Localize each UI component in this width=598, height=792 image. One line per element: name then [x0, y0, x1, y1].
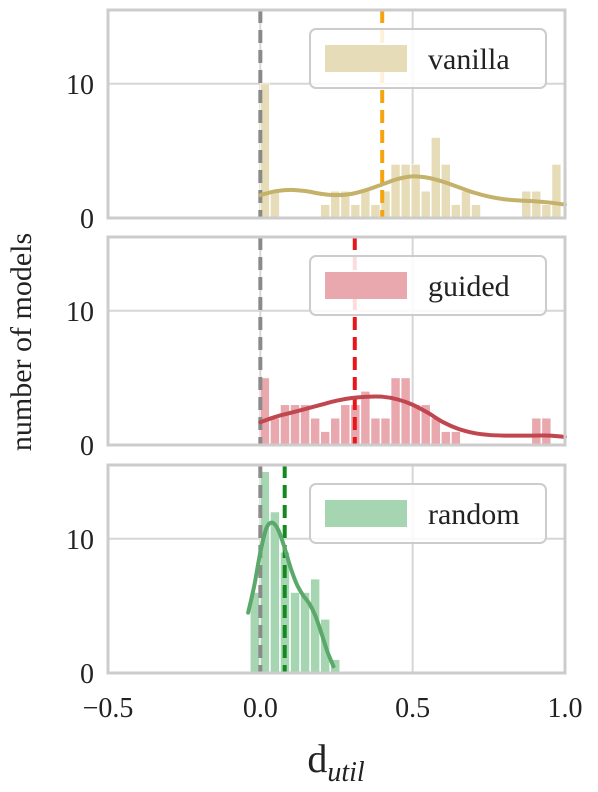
random-panel: 0 10 random −0.5 0.0 0.5 1.0 dutil	[66, 463, 583, 788]
vanilla-legend-label: vanilla	[428, 43, 510, 76]
guided-histogram-bar	[441, 431, 451, 446]
guided-histogram-bar	[400, 377, 411, 446]
random-legend: random	[309, 483, 547, 544]
random-legend-box	[309, 483, 547, 544]
guided-histogram-bar	[360, 391, 371, 446]
vanilla-histogram-bar	[461, 190, 471, 219]
guided-histogram-bar	[370, 417, 381, 446]
guided-panel: 0 10 guided	[66, 235, 567, 462]
random-legend-label: random	[428, 498, 520, 531]
vanilla-histogram-bar	[390, 164, 401, 219]
vanilla-histogram-bar	[521, 190, 532, 219]
vanilla-histogram-bar	[531, 190, 542, 219]
guided-histogram-bar	[541, 417, 552, 446]
guided-y-tick-label: 10	[66, 297, 94, 328]
guided-histogram-bar	[410, 404, 421, 446]
x-tick-label: −0.5	[83, 693, 134, 724]
guided-histogram-bar	[430, 417, 441, 446]
vanilla-axes-frame	[106, 8, 567, 220]
random-y-tick-label: 0	[80, 659, 94, 690]
guided-histogram-bar	[340, 404, 351, 446]
x-axis-label-base: d	[307, 736, 327, 781]
guided-axes-frame	[106, 235, 567, 447]
x-axis-label: dutil	[307, 736, 365, 788]
random-y-tick-label: 10	[66, 525, 94, 556]
random-histogram-bar	[290, 592, 300, 674]
vanilla-histogram-bar	[410, 164, 421, 219]
vanilla-histogram-bar	[360, 190, 371, 219]
guided-legend: guided	[309, 255, 547, 316]
vanilla-histogram-bar	[551, 164, 562, 219]
vanilla-kde-curve	[258, 174, 567, 207]
vanilla-legend-box	[309, 28, 547, 89]
guided-histogram-bar	[531, 417, 542, 446]
guided-legend-swatch	[325, 272, 407, 299]
x-tick-label: 0.5	[395, 693, 430, 724]
vanilla-legend: vanilla	[309, 28, 547, 89]
guided-histogram-bar	[280, 404, 290, 446]
guided-histogram-bar	[310, 417, 320, 446]
guided-histogram-bar	[270, 417, 280, 446]
x-axis-label-subscript: util	[327, 757, 365, 788]
vanilla-histogram-bar	[370, 204, 381, 219]
vanilla-histogram-bar	[451, 204, 461, 219]
vanilla-y-tick-label: 10	[66, 70, 94, 101]
guided-kde-curve	[258, 394, 567, 439]
vanilla-histogram-bar	[400, 164, 411, 219]
vanilla-histogram-bar	[441, 164, 451, 219]
vanilla-legend-swatch	[325, 45, 407, 72]
random-kde-curve	[246, 520, 336, 669]
guided-histogram-bar	[380, 417, 391, 446]
random-histogram-bar	[270, 511, 280, 674]
vanilla-histogram-bar	[270, 190, 280, 219]
vanilla-y-tick-label: 0	[80, 204, 94, 235]
vanilla-panel: 0 10 vanilla	[66, 8, 567, 235]
vanilla-histogram-bar	[320, 204, 331, 219]
x-tick-label: 0.0	[243, 693, 278, 724]
vanilla-histogram-bar	[350, 204, 361, 219]
random-legend-swatch	[325, 500, 407, 527]
vanilla-histogram-bar	[471, 204, 481, 219]
y-axis-label: number of models	[5, 233, 38, 451]
guided-legend-box	[309, 255, 547, 316]
x-tick-label: 1.0	[548, 693, 583, 724]
guided-histogram-bar	[451, 431, 461, 446]
random-axes-frame	[106, 463, 567, 675]
vanilla-histogram-bar	[420, 190, 431, 219]
guided-histogram-bar	[390, 377, 401, 446]
vanilla-histogram-bar	[541, 204, 552, 219]
guided-histogram-bar	[330, 417, 341, 446]
guided-y-tick-label: 0	[80, 431, 94, 462]
guided-legend-label: guided	[428, 270, 510, 303]
guided-histogram-bar	[320, 431, 331, 446]
